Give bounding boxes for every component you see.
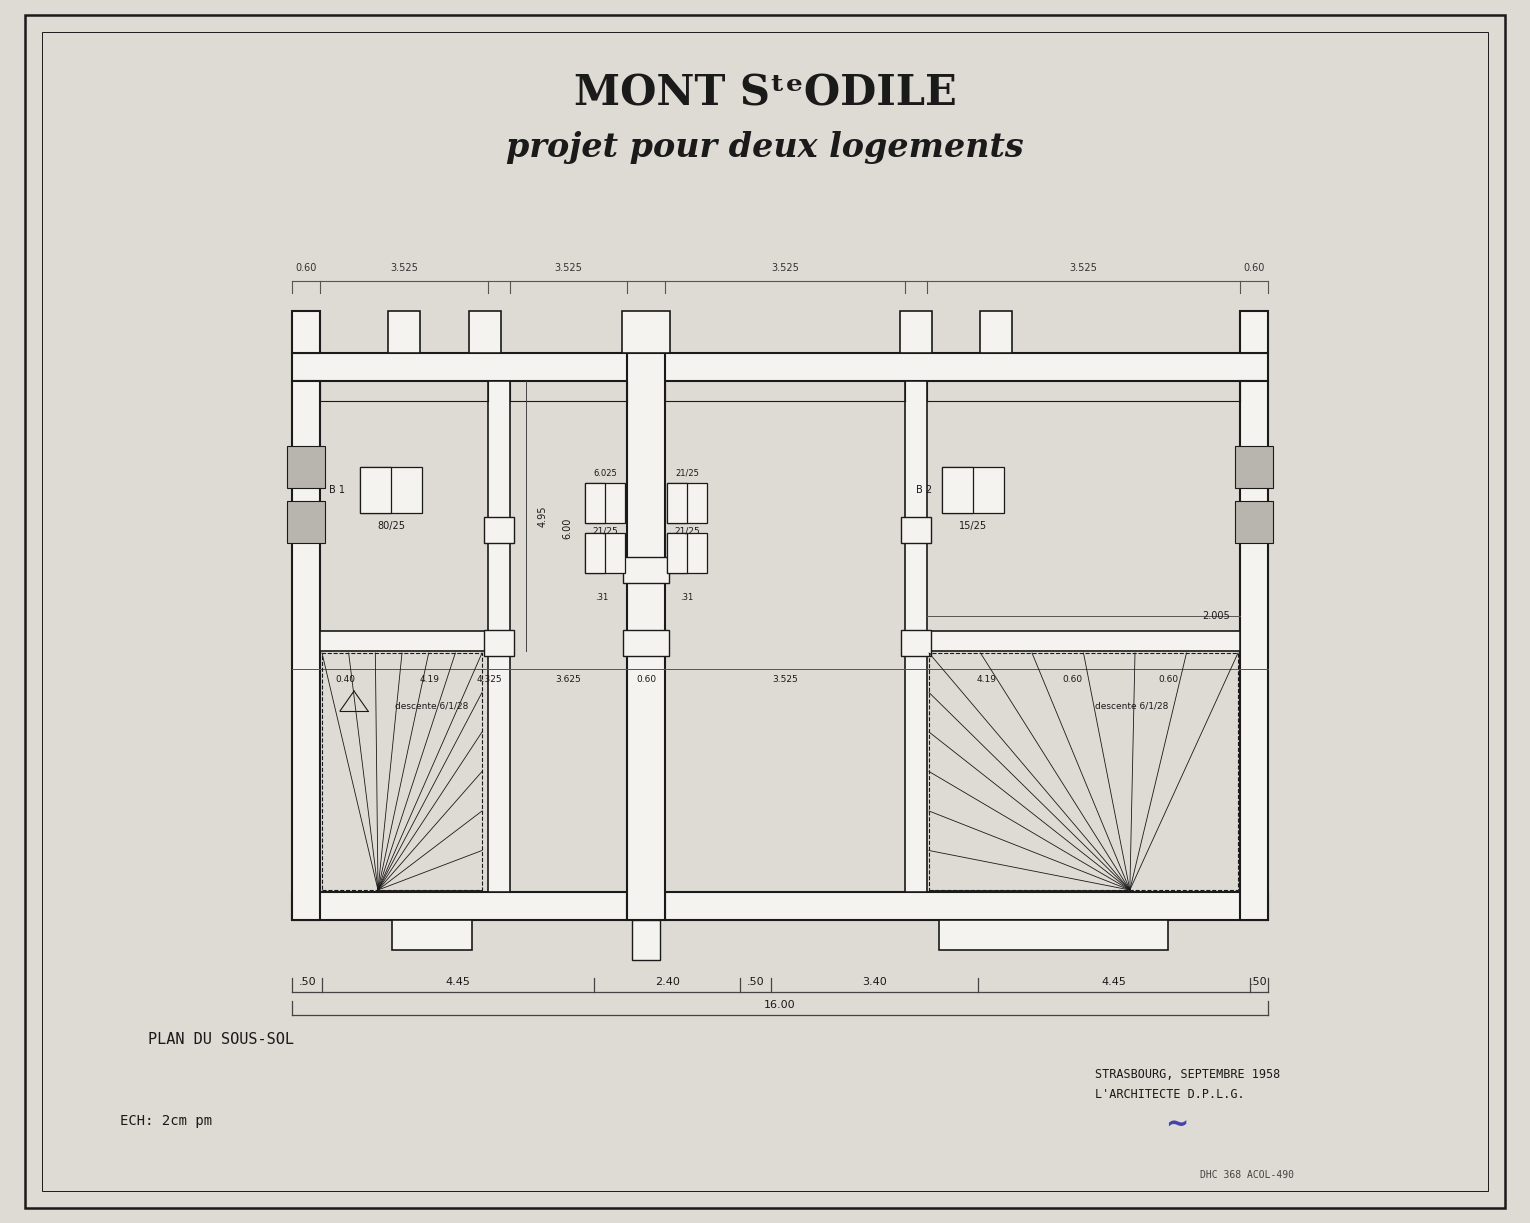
- Bar: [623, 556, 669, 583]
- Text: L'ARCHITECTE D.P.L.G.: L'ARCHITECTE D.P.L.G.: [1095, 1088, 1244, 1102]
- Text: DHC 368 ACOL-490: DHC 368 ACOL-490: [1200, 1170, 1294, 1180]
- Bar: [584, 533, 604, 574]
- Text: 21/25: 21/25: [675, 468, 699, 478]
- Bar: [488, 382, 509, 892]
- Text: 4.325: 4.325: [476, 675, 502, 684]
- Text: 21/25: 21/25: [675, 527, 699, 536]
- Text: ~: ~: [1164, 1110, 1189, 1139]
- Bar: [667, 533, 687, 574]
- Bar: [470, 311, 500, 353]
- Text: B 2: B 2: [916, 486, 932, 495]
- Bar: [667, 483, 687, 523]
- Bar: [901, 630, 930, 656]
- Bar: [627, 353, 666, 920]
- Text: 15/25: 15/25: [959, 521, 987, 531]
- Text: 0.60: 0.60: [636, 675, 656, 684]
- Text: 0.60: 0.60: [1244, 263, 1265, 273]
- Bar: [667, 533, 707, 574]
- Bar: [1239, 311, 1268, 353]
- Bar: [667, 483, 707, 523]
- Text: 4.95: 4.95: [539, 505, 548, 527]
- Text: 0.40: 0.40: [335, 675, 355, 684]
- Bar: [584, 483, 624, 523]
- Text: 3.525: 3.525: [771, 263, 799, 273]
- Text: 3.525: 3.525: [1069, 263, 1097, 273]
- Text: 6.00: 6.00: [562, 517, 572, 538]
- Bar: [666, 892, 1268, 920]
- Bar: [292, 311, 320, 353]
- Text: .31: .31: [595, 593, 609, 602]
- Bar: [584, 533, 624, 574]
- Bar: [927, 631, 1239, 651]
- Bar: [360, 467, 422, 512]
- Bar: [939, 920, 1167, 950]
- Text: 4.45: 4.45: [445, 977, 471, 987]
- Bar: [584, 483, 604, 523]
- Text: 21/25: 21/25: [592, 527, 618, 536]
- Text: STRASBOURG, SEPTEMBRE 1958: STRASBOURG, SEPTEMBRE 1958: [1095, 1069, 1281, 1081]
- Bar: [623, 630, 669, 656]
- Bar: [321, 653, 482, 890]
- Text: .50: .50: [298, 977, 317, 987]
- Text: .31: .31: [681, 593, 693, 602]
- Bar: [1235, 501, 1273, 543]
- Bar: [900, 311, 932, 353]
- Bar: [360, 467, 392, 512]
- Bar: [929, 653, 1238, 890]
- Text: 3.625: 3.625: [555, 675, 581, 684]
- Text: MONT SᵗᵉODILE: MONT SᵗᵉODILE: [574, 72, 956, 114]
- Bar: [906, 382, 927, 892]
- Bar: [942, 467, 973, 512]
- Text: 2.40: 2.40: [655, 977, 679, 987]
- Text: 2.005: 2.005: [1203, 612, 1230, 621]
- Text: descente 6/1/28: descente 6/1/28: [1094, 702, 1167, 711]
- Bar: [392, 920, 471, 950]
- Text: 0.60: 0.60: [1062, 675, 1082, 684]
- Text: 3.40: 3.40: [863, 977, 887, 987]
- Bar: [320, 631, 488, 651]
- Text: .50: .50: [1250, 977, 1268, 987]
- Bar: [1239, 382, 1268, 920]
- Bar: [1235, 446, 1273, 488]
- Text: 0.60: 0.60: [1158, 675, 1178, 684]
- Text: ECH: 2cm pm: ECH: 2cm pm: [119, 1114, 213, 1128]
- Bar: [942, 467, 1004, 512]
- Text: descente 6/1/28: descente 6/1/28: [395, 702, 468, 711]
- Bar: [292, 382, 320, 920]
- Text: 0.60: 0.60: [295, 263, 317, 273]
- Bar: [981, 311, 1011, 353]
- Bar: [292, 892, 627, 920]
- Text: 4.45: 4.45: [1102, 977, 1126, 987]
- Bar: [292, 353, 1268, 382]
- Text: PLAN DU SOUS-SOL: PLAN DU SOUS-SOL: [148, 1032, 294, 1048]
- Bar: [389, 311, 421, 353]
- Text: 6.025: 6.025: [594, 468, 617, 478]
- Text: 3.525: 3.525: [554, 263, 583, 273]
- Bar: [288, 501, 324, 543]
- Text: B 1: B 1: [329, 486, 344, 495]
- Bar: [483, 517, 514, 543]
- Text: 4.19: 4.19: [421, 675, 441, 684]
- Bar: [632, 920, 659, 960]
- Text: projet pour deux logements: projet pour deux logements: [506, 132, 1024, 165]
- Bar: [483, 630, 514, 656]
- Text: 3.525: 3.525: [773, 675, 797, 684]
- Bar: [901, 517, 930, 543]
- Text: 4.19: 4.19: [978, 675, 998, 684]
- Text: 3.525: 3.525: [390, 263, 418, 273]
- Text: .50: .50: [747, 977, 765, 987]
- Text: 80/25: 80/25: [376, 521, 405, 531]
- Bar: [623, 311, 670, 353]
- Text: 16.00: 16.00: [763, 1000, 796, 1010]
- Bar: [288, 446, 324, 488]
